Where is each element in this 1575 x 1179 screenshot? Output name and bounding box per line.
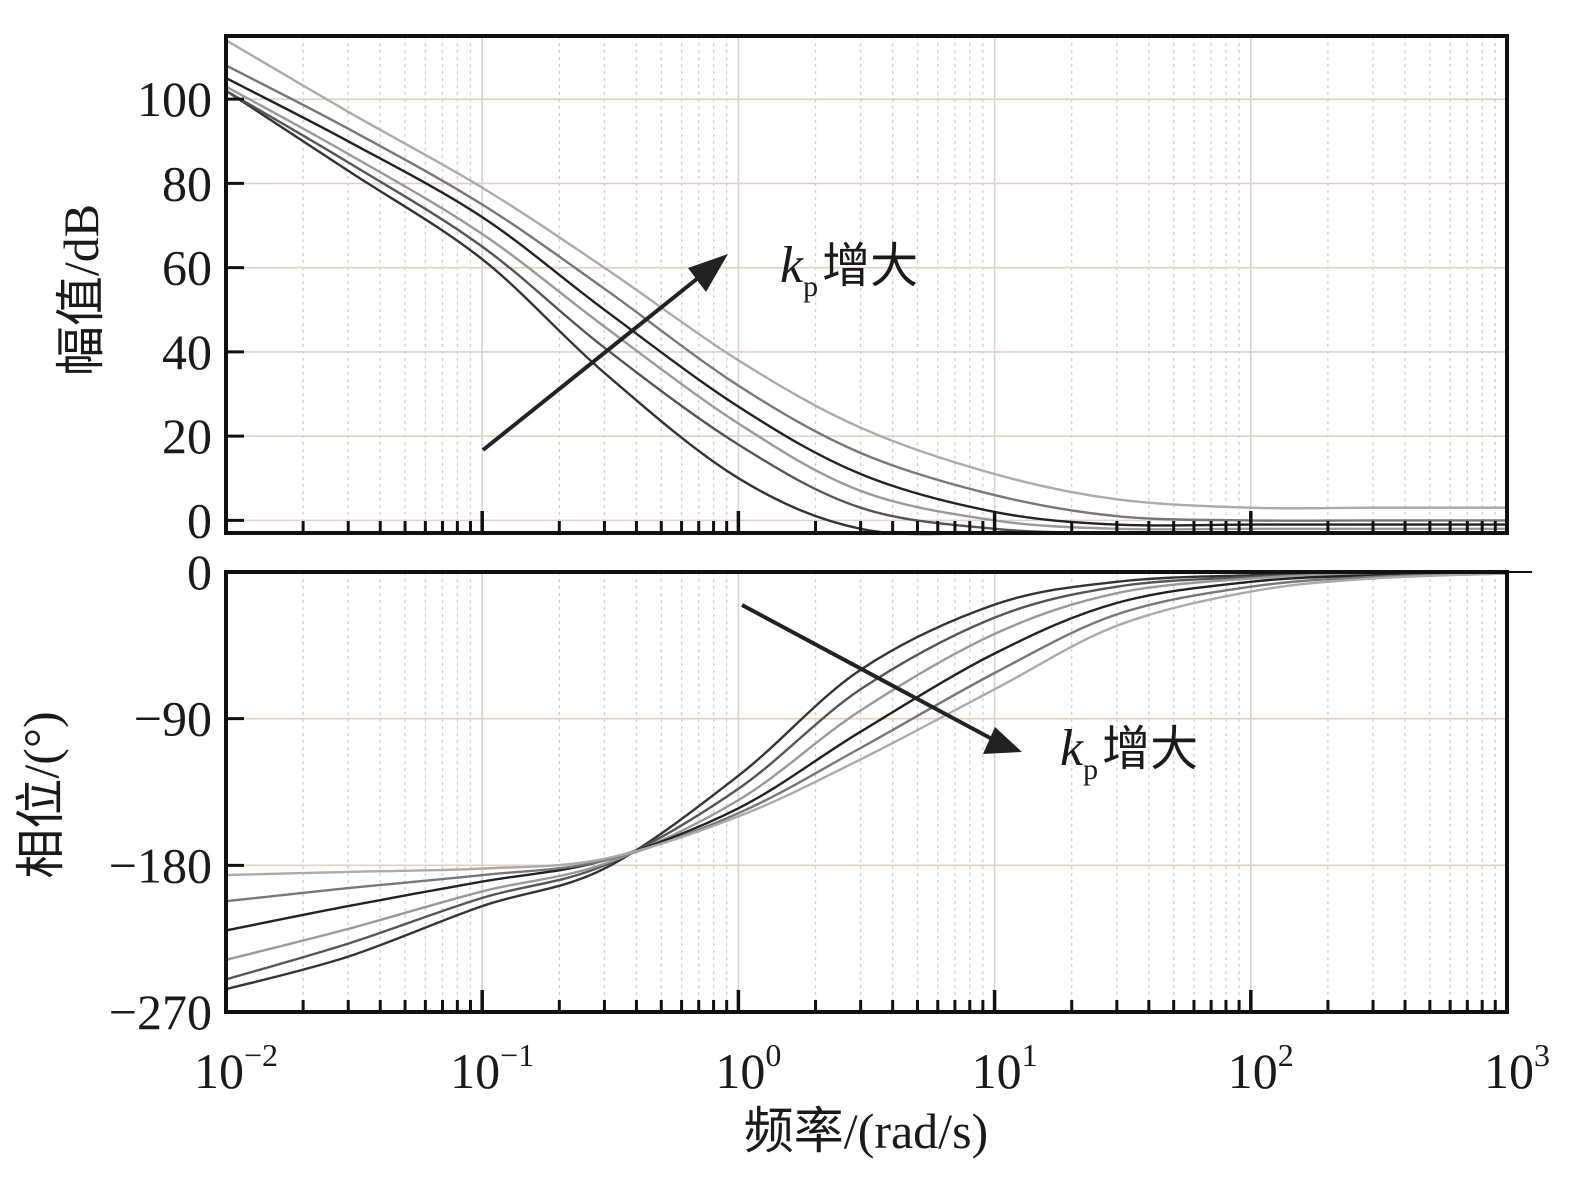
phase-series-line-2 <box>225 572 1508 981</box>
x-tick-label: 10−2 <box>194 1037 278 1099</box>
magnitude-series-line-5 <box>225 64 1507 522</box>
magnitude-y-tick-labels: 0 20 40 60 80 100 <box>137 71 212 548</box>
magnitude-panel: 0 20 40 60 80 100 幅值/dB kp增大 <box>53 34 1509 548</box>
x-tick-label: 101 <box>972 1037 1038 1099</box>
magnitude-series-line-1 <box>225 89 1507 536</box>
x-tick-label: 100 <box>715 1037 781 1099</box>
phase-series-group <box>225 572 1508 991</box>
phase-y-tick-label: 0 <box>187 544 212 600</box>
phase-y-axis-title: 相位/(°) <box>13 711 69 878</box>
x-tick-label: 102 <box>1228 1037 1294 1099</box>
phase-series-line-6 <box>225 572 1508 877</box>
phase-series-line-5 <box>225 572 1508 903</box>
phase-x-tick-labels: 10−2 10−1 100 101 102 103 <box>194 1037 1550 1099</box>
phase-y-tick-label: −270 <box>109 984 212 1040</box>
phase-series-line-3 <box>225 572 1508 962</box>
phase-grid <box>225 571 1507 1013</box>
phase-series-line-4 <box>225 572 1508 932</box>
magnitude-y-tick-label: 0 <box>187 492 212 548</box>
magnitude-series-line-6 <box>225 39 1507 510</box>
magnitude-kp-arrow <box>481 254 728 452</box>
magnitude-grid <box>225 36 1507 533</box>
magnitude-kp-annotation: kp增大 <box>780 237 918 303</box>
phase-y-tick-label: −90 <box>134 691 212 747</box>
phase-kp-arrow <box>741 603 1022 754</box>
magnitude-series-line-2 <box>225 89 1507 535</box>
phase-y-tick-labels: 0 −90 −180 −270 <box>109 544 212 1040</box>
magnitude-y-tick-label: 80 <box>162 155 212 211</box>
magnitude-series-line-4 <box>225 77 1507 527</box>
magnitude-plot-frame <box>224 34 1509 535</box>
magnitude-y-tick-label: 60 <box>162 240 212 296</box>
phase-plot-frame <box>224 570 1509 1014</box>
phase-kp-annotation: kp增大 <box>1060 720 1198 786</box>
x-tick-label: 103 <box>1484 1037 1550 1099</box>
magnitude-y-tick-label: 20 <box>162 408 212 464</box>
phase-y-tick-label: −180 <box>109 837 212 893</box>
magnitude-y-axis-title: 幅值/dB <box>53 204 109 376</box>
phase-series-line-1 <box>225 572 1508 991</box>
x-axis-title: 频率/(rad/s) <box>744 1103 988 1159</box>
phase-panel: 0 −90 −180 −270 10−2 10−1 100 101 102 103 相位/(°)… <box>13 544 1550 1159</box>
magnitude-series-line-3 <box>225 85 1507 531</box>
x-tick-label: 10−1 <box>450 1037 534 1099</box>
magnitude-y-tick-label: 100 <box>137 71 212 127</box>
magnitude-y-tick-label: 40 <box>162 324 212 380</box>
